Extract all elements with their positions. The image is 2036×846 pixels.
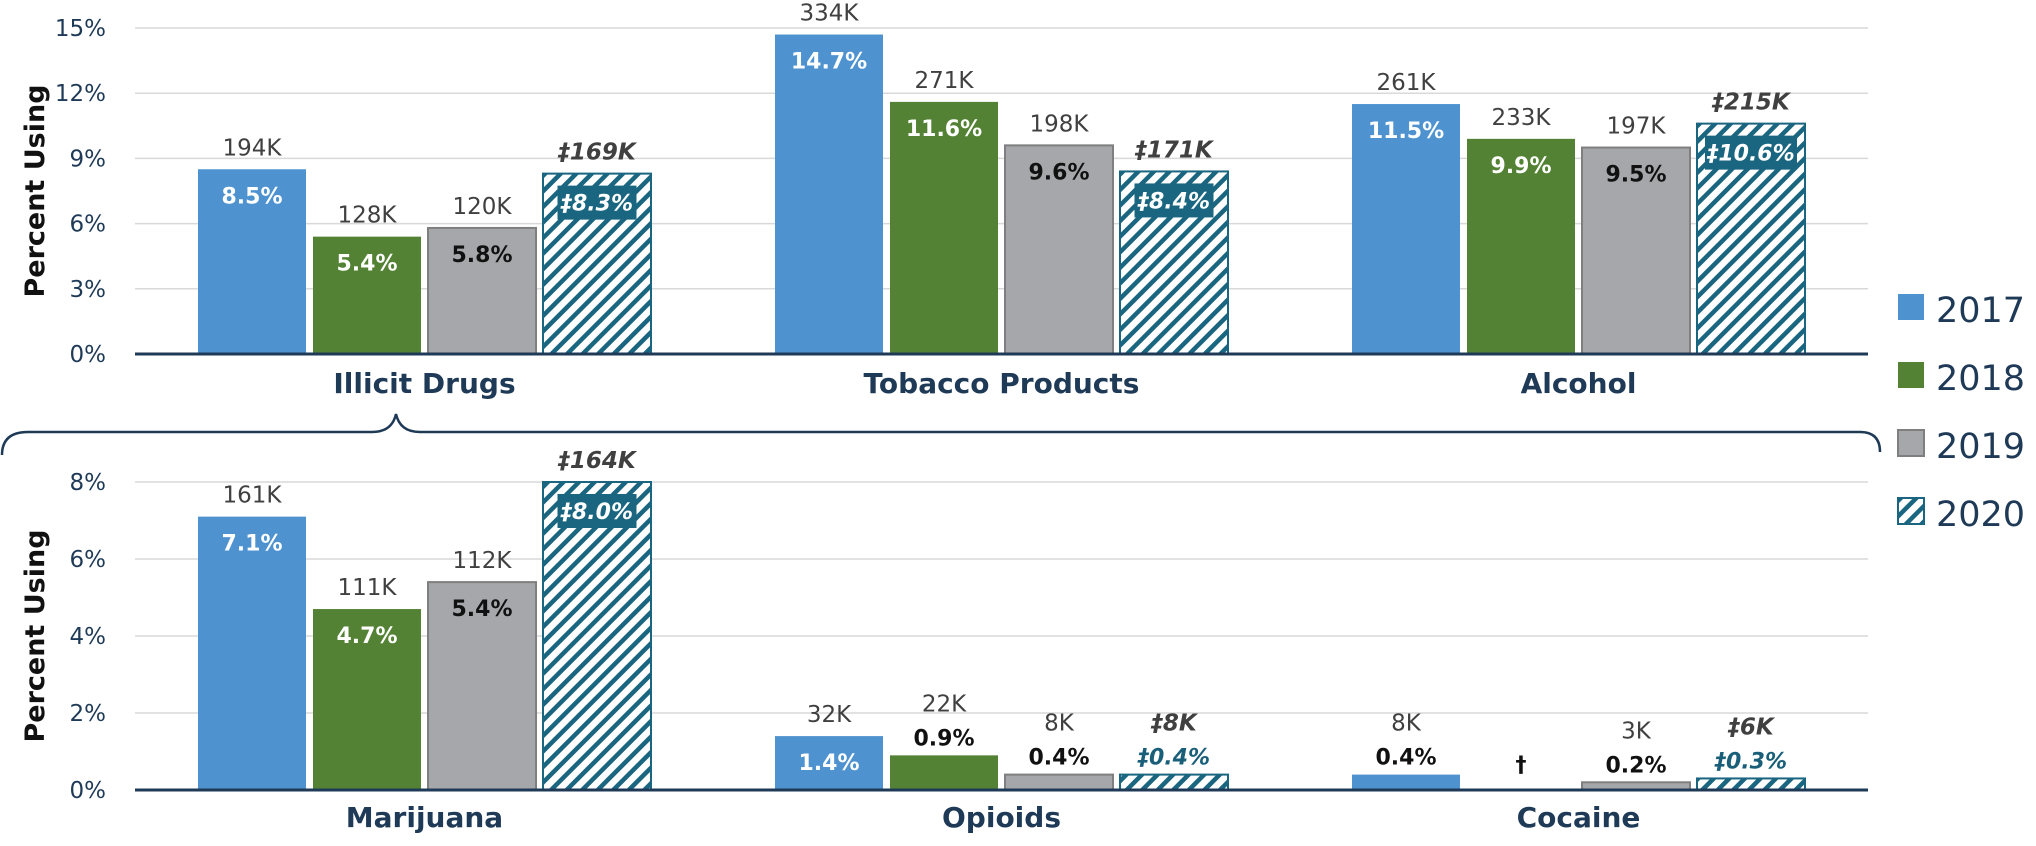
- category-label-marijuana: Marijuana: [346, 801, 503, 834]
- pct-label-box: [557, 185, 637, 220]
- pct-label: 11.6%: [906, 117, 982, 142]
- pct-label: ‡8.3%: [560, 192, 633, 217]
- bar-2020-marijuana: [542, 481, 652, 791]
- bar-2017-alcohol: [1352, 104, 1460, 354]
- y-tick-label: 3%: [70, 277, 107, 303]
- legend-label-2018: 2018: [1936, 359, 2025, 399]
- count-label: 197K: [1607, 114, 1667, 140]
- count-label: 161K: [223, 483, 283, 509]
- legend-swatch-2018: [1898, 362, 1924, 388]
- pct-label: 8.5%: [221, 184, 282, 209]
- category-label-alcohol: Alcohol: [1521, 367, 1637, 400]
- pct-label: 0.4%: [1028, 746, 1089, 771]
- bar-2017-cocaine: [1352, 774, 1460, 790]
- legend-label-2020: 2020: [1936, 495, 2025, 535]
- count-label: 261K: [1377, 70, 1437, 96]
- pct-label: 1.4%: [798, 751, 859, 776]
- count-label: ‡169K: [557, 140, 638, 166]
- pct-label: ‡0.4%: [1137, 746, 1210, 771]
- pct-label: 7.1%: [221, 532, 282, 557]
- bar-2018-tobacco-products: [890, 101, 998, 354]
- count-label: 8K: [1391, 711, 1422, 737]
- count-label: 111K: [338, 575, 398, 601]
- pct-label: ‡10.6%: [1706, 142, 1794, 167]
- pct-label: 11.5%: [1368, 119, 1444, 144]
- legend-label-2017: 2017: [1936, 291, 2025, 331]
- count-label: ‡164K: [557, 448, 638, 474]
- bar-2020-cocaine: [1696, 777, 1806, 792]
- pct-label: 5.4%: [336, 252, 397, 277]
- bar-2017-opioids: [775, 736, 883, 790]
- pct-label: 0.9%: [913, 726, 974, 751]
- count-label: 233K: [1492, 105, 1552, 131]
- pct-label: 9.5%: [1605, 163, 1666, 188]
- y-tick-label: 9%: [70, 146, 107, 172]
- y-tick-label: 6%: [70, 547, 107, 573]
- pct-label: 0.2%: [1605, 753, 1666, 778]
- y-tick-label: 8%: [70, 470, 107, 496]
- bar-2020-opioids: [1119, 773, 1229, 791]
- y-tick-label: 12%: [55, 81, 106, 107]
- bar-2019-marijuana: [427, 581, 537, 791]
- pct-label: 4.7%: [336, 624, 397, 649]
- y-tick-label: 0%: [70, 342, 107, 368]
- y-axis-label: Percent Using: [20, 84, 51, 297]
- count-label: 334K: [800, 1, 860, 27]
- bar-2019-tobacco-products: [1004, 144, 1114, 355]
- legend-swatch-2017: [1898, 294, 1924, 320]
- legend-swatch-2019: [1897, 429, 1925, 457]
- legend-swatch-2020: [1897, 497, 1925, 525]
- count-label: 112K: [453, 548, 513, 574]
- count-label: ‡171K: [1134, 137, 1215, 163]
- count-label: 120K: [453, 194, 513, 220]
- pct-label-box: [557, 494, 637, 528]
- count-label: 194K: [223, 135, 283, 161]
- count-label: 22K: [922, 691, 967, 717]
- y-tick-label: 4%: [70, 624, 107, 650]
- pct-label: ‡8.0%: [560, 500, 633, 525]
- pct-label: 5.8%: [451, 243, 512, 268]
- count-label: ‡6K: [1727, 714, 1776, 740]
- bar-2019-opioids: [1004, 773, 1114, 791]
- pct-label: ‡8.4%: [1137, 189, 1210, 214]
- category-label-cocaine: Cocaine: [1517, 801, 1641, 834]
- category-label-tobacco-products: Tobacco Products: [864, 367, 1140, 400]
- pct-label: 5.4%: [451, 597, 512, 622]
- pct-label-box: [1134, 183, 1214, 218]
- bar-2018-alcohol: [1467, 138, 1575, 354]
- y-tick-label: 0%: [70, 778, 107, 804]
- bar-2017-illicit-drugs: [198, 169, 306, 354]
- category-label-opioids: Opioids: [942, 801, 1061, 834]
- bar-2017-tobacco-products: [775, 34, 883, 355]
- count-label: 3K: [1621, 718, 1652, 744]
- count-label: 198K: [1030, 111, 1090, 137]
- count-label: 271K: [915, 68, 975, 94]
- pct-label: 9.9%: [1490, 154, 1551, 179]
- y-tick-label: 6%: [70, 212, 107, 238]
- pct-label: 0.4%: [1375, 746, 1436, 771]
- pct-label: ‡0.3%: [1714, 749, 1787, 774]
- pct-label: 9.6%: [1028, 160, 1089, 185]
- bracket-connector: [0, 413, 1882, 456]
- bar-2018-opioids: [890, 755, 998, 790]
- count-label: 128K: [338, 203, 398, 229]
- bar-2017-marijuana: [198, 516, 306, 790]
- y-tick-label: 2%: [70, 701, 107, 727]
- count-label: 8K: [1044, 711, 1075, 737]
- count-label: 32K: [807, 702, 852, 728]
- pct-label-box: [1705, 135, 1797, 170]
- bar-2019-alcohol: [1581, 146, 1691, 355]
- y-axis-label: Percent Using: [20, 529, 51, 742]
- bar-2019-illicit-drugs: [427, 226, 537, 356]
- bar-2018-illicit-drugs: [313, 236, 421, 354]
- suppressed-marker: †: [1516, 753, 1527, 778]
- count-label: ‡8K: [1150, 711, 1199, 737]
- legend-label-2019: 2019: [1936, 427, 2025, 467]
- count-label: ‡215K: [1711, 90, 1792, 116]
- bar-2018-marijuana: [313, 609, 421, 790]
- y-tick-label: 15%: [55, 16, 106, 42]
- category-label-illicit-drugs: Illicit Drugs: [333, 367, 515, 400]
- pct-label: 14.7%: [791, 50, 867, 75]
